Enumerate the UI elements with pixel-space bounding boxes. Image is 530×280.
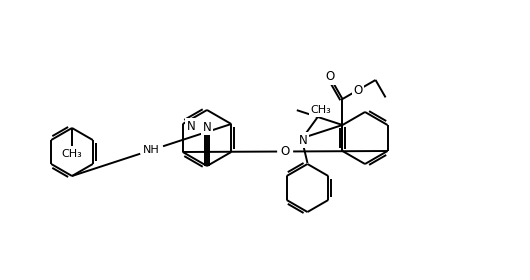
Text: CH₃: CH₃ [311,105,332,115]
Text: O: O [280,145,290,158]
Text: O: O [326,70,335,83]
Text: CH₃: CH₃ [61,149,82,159]
Text: NH: NH [143,145,160,155]
Text: N: N [299,134,308,146]
Text: O: O [354,83,363,97]
Text: N: N [187,120,196,132]
Text: N: N [202,120,211,134]
